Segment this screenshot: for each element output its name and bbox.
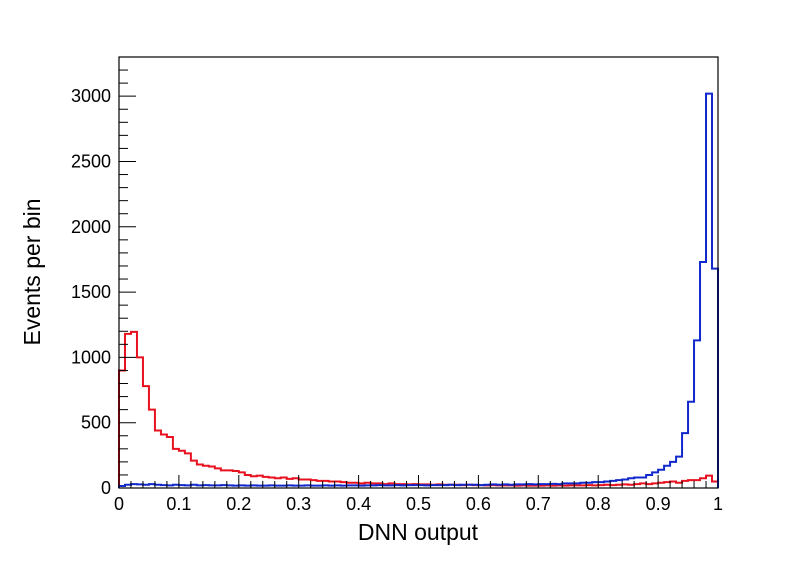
x-tick-label: 0.4	[346, 494, 371, 514]
y-tick-label: 1500	[71, 282, 111, 302]
y-tick-label: 1000	[71, 347, 111, 367]
x-tick-label: 0.7	[526, 494, 551, 514]
tick-layer: 0 0.1 0.2 0.3 0.4 0.5 0.6 0.7 0.8 0.9 1 0 500 1000 150…	[71, 56, 723, 514]
series-layer	[118, 92, 719, 488]
y-tick-label: 500	[81, 413, 111, 433]
y-tick-label: 2000	[71, 217, 111, 237]
histogram-series-2	[118, 92, 719, 488]
x-tick-label: 0.9	[646, 494, 671, 514]
x-tick-label: 0.1	[166, 494, 191, 514]
x-tick-label: 0.6	[466, 494, 491, 514]
y-axis-title: Events per bin	[19, 198, 45, 345]
y-tick-label: 3000	[71, 86, 111, 106]
x-tick-label: 0	[114, 494, 124, 514]
x-axis-title: DNN output	[358, 519, 479, 545]
y-tick-label: 2500	[71, 151, 111, 171]
x-tick-label: 1	[713, 494, 723, 514]
x-tick-label: 0.5	[406, 494, 431, 514]
x-tick-label: 0.2	[226, 494, 251, 514]
y-tick-label: 0	[101, 478, 111, 498]
x-tick-label: 0.8	[586, 494, 611, 514]
x-tick-label: 0.3	[286, 494, 311, 514]
